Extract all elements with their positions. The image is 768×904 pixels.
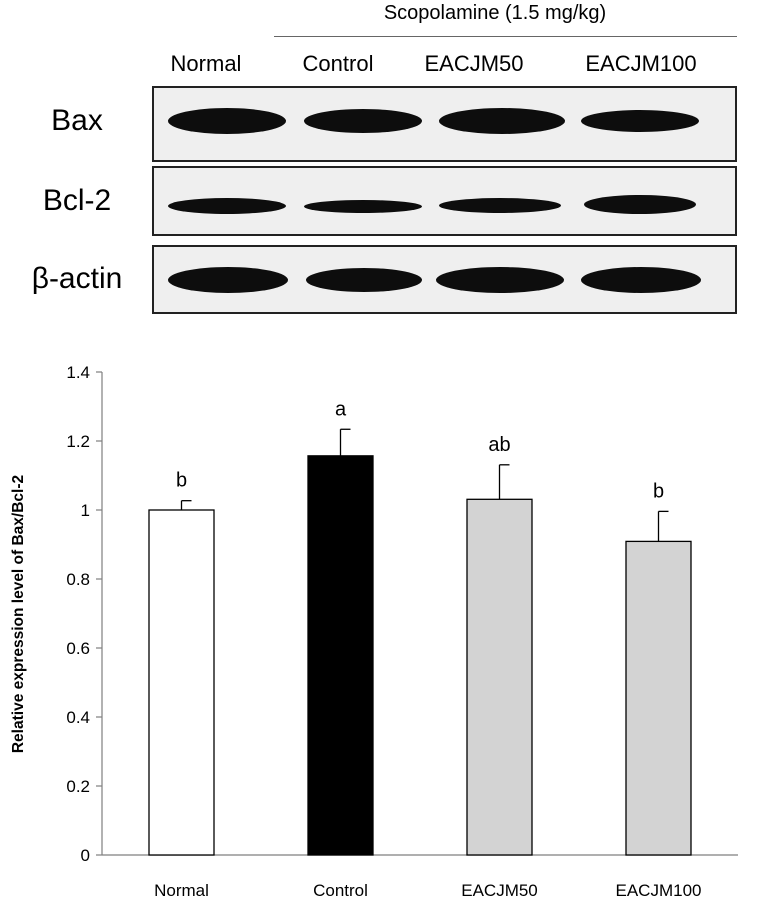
bar-eacjm100 (625, 540, 692, 856)
y-tick-label: 0 (81, 846, 90, 865)
band-bcl2-eacjm100 (584, 195, 696, 214)
blot-row-label-bcl2: Bcl-2 (42, 184, 112, 217)
blot-strip-actin (152, 245, 737, 314)
significance-label: b (176, 470, 187, 492)
x-tick-label: Normal (154, 881, 209, 900)
lane-label-eacjm50: EACJM50 (424, 51, 524, 76)
band-bcl2-normal (168, 198, 286, 214)
y-tick-label: 0.8 (66, 570, 90, 589)
bar-control (307, 455, 374, 856)
y-tick-label: 0.6 (66, 639, 90, 658)
blot-row-label-bax: Bax (51, 104, 103, 137)
x-axis-labels: Normal Control EACJM50 EACJM100 (154, 881, 701, 900)
x-tick-label: Control (313, 881, 368, 900)
band-bcl2-control (304, 200, 422, 213)
blot-strip-bcl2 (152, 166, 737, 236)
blot-strip-bax (152, 86, 737, 162)
band-bax-eacjm50 (439, 108, 565, 134)
lane-label-control: Control (302, 51, 374, 76)
band-actin-normal (168, 267, 288, 293)
y-tick-label: 1.4 (66, 363, 90, 382)
x-tick-label: EACJM100 (616, 881, 702, 900)
bar-eacjm50 (466, 498, 533, 856)
significance-label: b (653, 480, 664, 502)
band-actin-eacjm50 (436, 267, 564, 293)
band-bcl2-eacjm50 (439, 198, 561, 213)
x-tick-label: EACJM50 (461, 881, 538, 900)
y-tick-label: 0.4 (66, 708, 90, 727)
bar-normal (148, 509, 215, 856)
y-tick-label: 1 (81, 501, 90, 520)
band-bax-normal (168, 108, 286, 134)
band-bax-eacjm100 (581, 110, 699, 132)
band-actin-control (306, 268, 422, 292)
bars: b a ab b (148, 398, 692, 856)
band-bax-control (304, 109, 422, 133)
significance-label: ab (488, 434, 510, 456)
y-axis-title: Relative expression level of Bax/Bcl-2 (10, 475, 27, 753)
y-tick-label: 1.2 (66, 432, 90, 451)
significance-label: a (335, 398, 347, 420)
blot-header-line (274, 36, 737, 37)
blot-treatment-header: Scopolamine (1.5 mg/kg) (383, 2, 607, 24)
lane-label-eacjm100: EACJM100 (585, 51, 697, 76)
band-actin-eacjm100 (581, 267, 701, 293)
y-axis: 0 0.2 0.4 0.6 0.8 1 1.2 1.4 (66, 363, 738, 865)
y-tick-label: 0.2 (66, 777, 90, 796)
blot-row-label-actin: β-actin (31, 262, 123, 295)
lane-label-normal: Normal (170, 51, 242, 76)
